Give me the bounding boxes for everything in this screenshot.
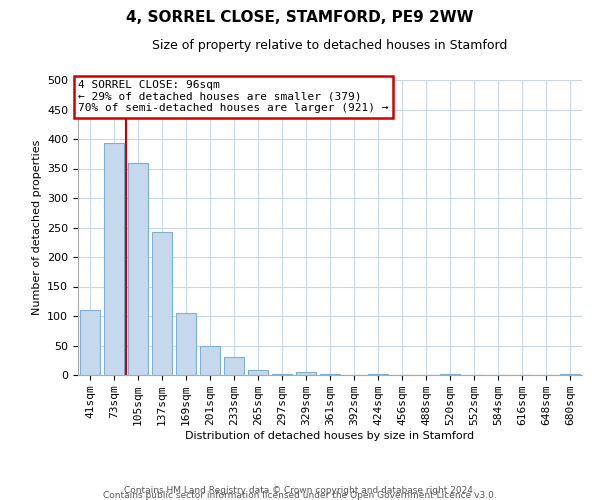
Text: Contains HM Land Registry data © Crown copyright and database right 2024.: Contains HM Land Registry data © Crown c… — [124, 486, 476, 495]
Bar — [272, 374, 292, 375]
Y-axis label: Number of detached properties: Number of detached properties — [32, 140, 41, 315]
Bar — [440, 374, 460, 375]
Bar — [152, 232, 172, 375]
Bar — [560, 374, 580, 375]
Bar — [320, 374, 340, 375]
Text: 4 SORREL CLOSE: 96sqm
← 29% of detached houses are smaller (379)
70% of semi-det: 4 SORREL CLOSE: 96sqm ← 29% of detached … — [78, 80, 389, 113]
Bar — [200, 346, 220, 375]
Bar — [104, 143, 124, 375]
Bar — [80, 310, 100, 375]
Bar — [248, 370, 268, 375]
Bar — [224, 358, 244, 375]
Bar — [296, 372, 316, 375]
Bar — [128, 162, 148, 375]
Text: 4, SORREL CLOSE, STAMFORD, PE9 2WW: 4, SORREL CLOSE, STAMFORD, PE9 2WW — [126, 10, 474, 25]
Text: Contains public sector information licensed under the Open Government Licence v3: Contains public sector information licen… — [103, 491, 497, 500]
Bar — [176, 313, 196, 375]
X-axis label: Distribution of detached houses by size in Stamford: Distribution of detached houses by size … — [185, 431, 475, 441]
Title: Size of property relative to detached houses in Stamford: Size of property relative to detached ho… — [152, 40, 508, 52]
Bar — [368, 374, 388, 375]
